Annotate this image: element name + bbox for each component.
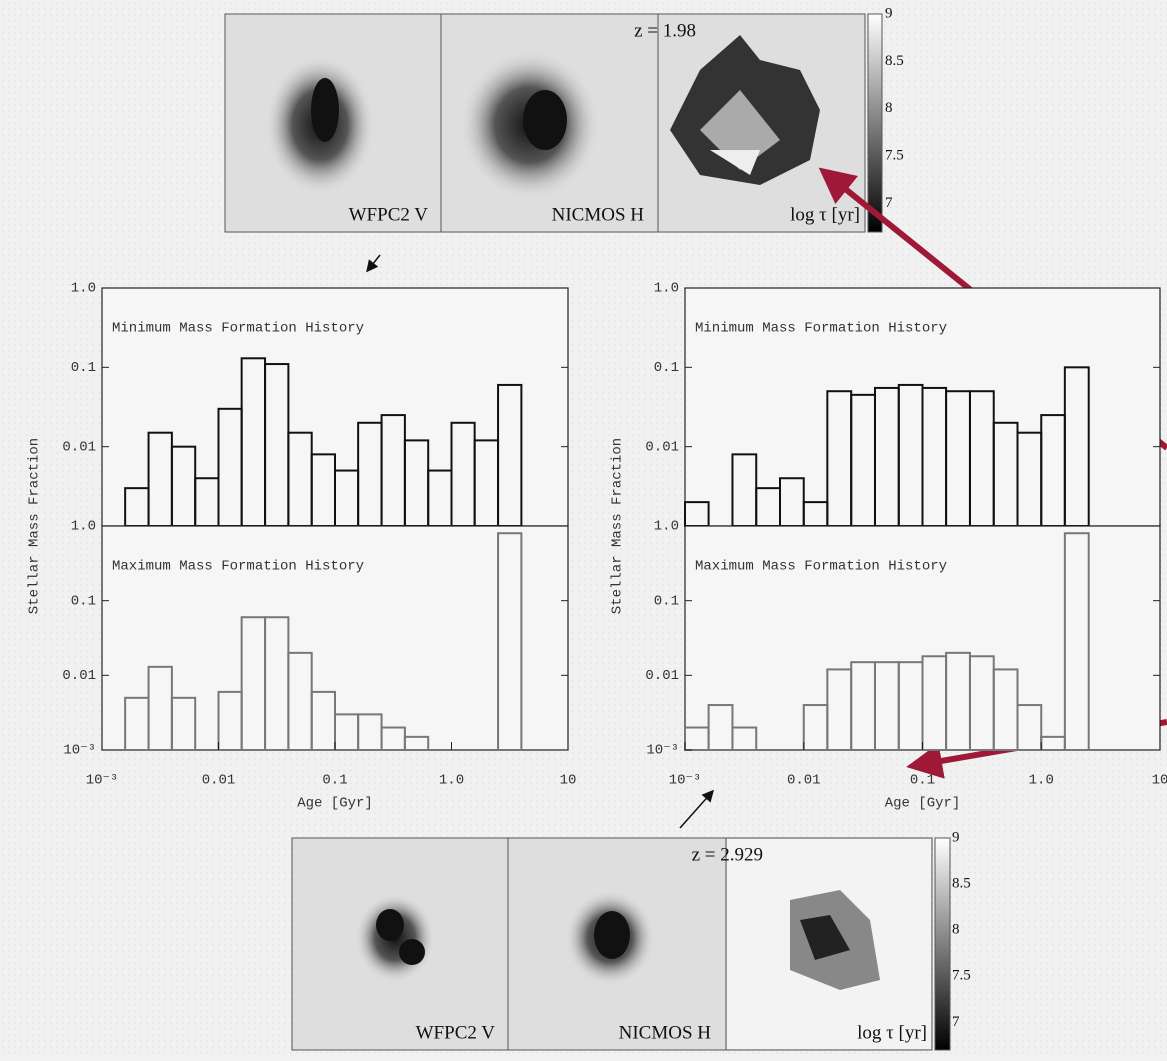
colorbar-tick-label: 9: [885, 5, 893, 21]
x-axis-label: Age [Gyr]: [297, 796, 373, 812]
x-tick-label: 10: [1152, 773, 1167, 789]
x-tick-label: 0.1: [322, 773, 347, 789]
image-strip-bottom: [292, 838, 950, 1050]
image-label: WFPC2 V: [416, 1022, 496, 1043]
colorbar-tick-label: 7: [885, 195, 893, 211]
y-tick-label: 0.01: [62, 439, 96, 455]
image-strip-top: [225, 14, 882, 232]
colorbar-tick-label: 7.5: [885, 148, 904, 164]
y-tick-label: 0.1: [654, 360, 679, 376]
x-tick-label: 1.0: [1029, 773, 1054, 789]
panel-title: Minimum Mass Formation History: [695, 321, 947, 337]
colorbar-tick-label: 8.5: [952, 876, 971, 892]
y-tick-label: 0.1: [71, 360, 96, 376]
panel-title: Minimum Mass Formation History: [112, 321, 364, 337]
colorbar-tick-label: 8: [952, 922, 960, 938]
redshift-label: z = 1.98: [634, 20, 696, 41]
x-tick-label: 0.01: [202, 773, 236, 789]
y-tick-label: 1.0: [71, 519, 96, 535]
x-tick-label: 0.01: [787, 773, 821, 789]
y-tick-label: 0.1: [654, 593, 679, 609]
y-tick-label: 10⁻³: [63, 743, 96, 759]
colorbar-tick-label: 8.5: [885, 53, 904, 69]
x-tick-label: 0.1: [910, 773, 935, 789]
y-axis-label: Stellar Mass Fraction: [27, 438, 43, 614]
y-tick-label: 0.01: [62, 668, 96, 684]
x-tick-label: 10⁻³: [86, 773, 119, 789]
y-tick-label: 0.01: [645, 439, 679, 455]
panel-title: Maximum Mass Formation History: [112, 559, 364, 575]
y-tick-label: 10⁻³: [646, 743, 679, 759]
page: {"chart_data": [ {"type": "histogram", "…: [0, 0, 1167, 1056]
colorbar-tick-label: 9: [952, 829, 960, 845]
x-tick-label: 10⁻³: [669, 773, 702, 789]
colorbar-tick-label: 7.5: [952, 968, 971, 984]
x-axis-label: Age [Gyr]: [885, 796, 961, 812]
y-tick-label: 1.0: [654, 519, 679, 535]
y-tick-label: 0.01: [645, 668, 679, 684]
image-label: NICMOS H: [552, 204, 645, 225]
x-tick-label: 1.0: [439, 773, 464, 789]
colorbar-tick-label: 8: [885, 100, 893, 116]
redshift-label: z = 2.929: [692, 844, 763, 865]
panel-title: Maximum Mass Formation History: [695, 559, 947, 575]
x-tick-label: 10: [560, 773, 577, 789]
image-label: NICMOS H: [619, 1022, 712, 1043]
y-tick-label: 0.1: [71, 593, 96, 609]
figure: 0.01 0.1 1.0 Minimum Mass Formation History…: [0, 0, 1167, 1056]
y-axis-label: Stellar Mass Fraction: [610, 438, 626, 614]
image-label: WFPC2 V: [349, 204, 429, 225]
colorbar-tick-label: 7: [952, 1014, 960, 1030]
image-label: log τ [yr]: [790, 204, 860, 225]
image-label: log τ [yr]: [857, 1022, 927, 1043]
y-tick-label: 1.0: [71, 281, 96, 297]
y-tick-label: 1.0: [654, 281, 679, 297]
